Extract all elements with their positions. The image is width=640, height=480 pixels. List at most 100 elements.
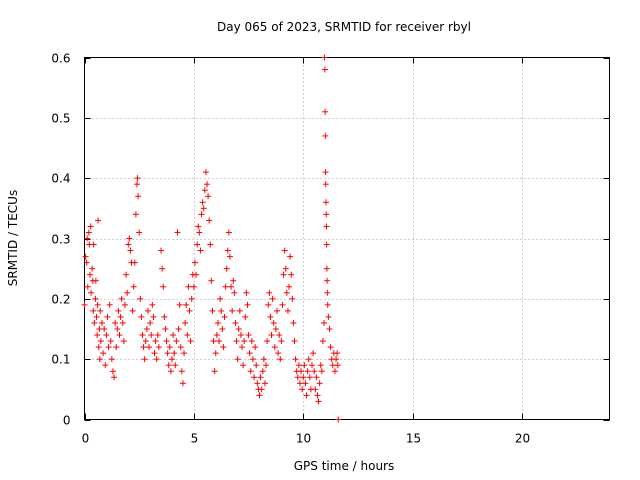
data-point <box>283 289 290 296</box>
data-point <box>207 241 214 248</box>
data-point <box>266 289 273 296</box>
data-point <box>298 368 305 375</box>
data-point <box>319 338 326 345</box>
data-point <box>190 283 197 290</box>
data-point <box>306 374 313 381</box>
data-point <box>257 374 264 381</box>
data-point <box>166 344 173 351</box>
data-point <box>265 301 272 308</box>
data-point <box>97 338 104 345</box>
data-point <box>102 362 109 369</box>
data-point <box>169 356 175 363</box>
data-point <box>95 217 102 224</box>
data-point <box>204 181 210 188</box>
data-point <box>94 301 101 308</box>
data-point <box>90 307 97 314</box>
data-point <box>280 271 287 278</box>
data-point <box>323 211 330 218</box>
data-point <box>158 247 165 254</box>
x-tick-label: 15 <box>406 432 421 446</box>
data-point <box>113 344 120 351</box>
data-point <box>182 319 189 326</box>
data-point <box>104 313 111 320</box>
data-point <box>132 211 139 218</box>
data-point <box>311 368 318 375</box>
data-point <box>88 289 95 296</box>
data-point <box>131 259 138 266</box>
data-point <box>326 326 333 332</box>
data-point <box>198 211 205 218</box>
data-point <box>178 368 185 375</box>
data-point <box>135 193 142 200</box>
data-point <box>225 229 232 236</box>
data-point <box>188 295 195 302</box>
data-point <box>144 307 151 314</box>
data-point <box>173 338 180 345</box>
data-point <box>130 283 137 290</box>
data-point <box>124 289 131 296</box>
data-point <box>154 332 161 339</box>
data-point <box>209 307 216 314</box>
x-tick-label: 5 <box>191 432 199 446</box>
data-point <box>142 338 149 345</box>
data-point <box>272 326 279 332</box>
data-point <box>149 301 156 308</box>
data-point <box>199 199 206 206</box>
data-point <box>81 301 88 308</box>
data-point <box>92 277 99 284</box>
data-point <box>170 332 177 339</box>
y-tick-label: 0 <box>63 414 71 428</box>
data-point <box>244 301 251 308</box>
data-point <box>126 235 133 242</box>
data-point <box>234 356 241 363</box>
data-point <box>224 247 231 254</box>
data-point <box>274 307 280 314</box>
plot-frame <box>84 57 610 420</box>
data-point <box>228 283 235 290</box>
data-point <box>211 368 218 375</box>
data-point <box>164 350 171 357</box>
data-point <box>335 416 342 423</box>
data-point <box>278 338 285 345</box>
data-point <box>277 356 284 363</box>
data-point <box>137 295 144 302</box>
data-point <box>229 307 236 314</box>
data-point <box>271 344 278 351</box>
data-point <box>86 271 93 278</box>
data-point <box>254 380 261 387</box>
data-point <box>191 259 198 266</box>
data-point <box>251 374 258 381</box>
data-point <box>260 356 267 363</box>
axis-ticks: 0 5 10 15 20 0 0.1 0.2 0.3 0.4 0.5 0.6 <box>51 52 610 446</box>
data-point <box>208 277 215 284</box>
y-tick-label: 0.6 <box>51 52 70 66</box>
data-point <box>210 338 217 345</box>
y-tick-label: 0.4 <box>51 172 70 186</box>
data-point <box>322 169 329 176</box>
data-point <box>334 362 341 369</box>
data-point <box>247 368 254 375</box>
data-point <box>322 181 329 188</box>
data-point <box>123 271 130 278</box>
data-point <box>258 386 265 393</box>
data-point <box>219 326 226 332</box>
data-point <box>121 301 128 308</box>
data-point <box>295 362 302 369</box>
data-point <box>324 277 331 284</box>
data-point <box>134 175 141 182</box>
data-point <box>175 326 182 332</box>
x-axis-label: GPS time / hours <box>294 459 395 473</box>
data-point <box>111 374 118 381</box>
y-tick-label: 0.2 <box>51 293 70 307</box>
data-point <box>216 338 223 345</box>
data-point <box>264 338 271 345</box>
data-point <box>136 229 143 236</box>
data-point <box>143 326 150 332</box>
data-point <box>321 54 328 61</box>
data-point <box>96 356 103 363</box>
data-point <box>116 332 123 339</box>
data-point <box>321 319 328 326</box>
data-point <box>151 350 158 357</box>
data-point <box>259 368 266 375</box>
